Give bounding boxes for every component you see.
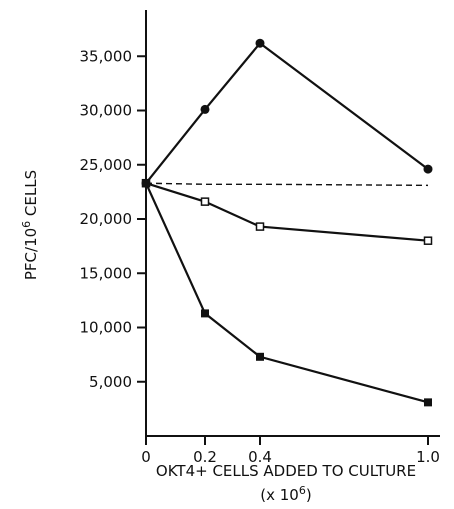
x-ticks: 0 0.2 0.4 1.0 bbox=[141, 436, 440, 466]
y-tick-label: 20,000 bbox=[80, 210, 133, 228]
y-tick-label: 30,000 bbox=[80, 102, 133, 120]
x-tick-label: 0.2 bbox=[193, 448, 217, 466]
y-axis-title-text: PFC/10 bbox=[22, 228, 40, 280]
data-point-circle bbox=[255, 38, 265, 48]
baseline-dashed-line bbox=[145, 182, 429, 187]
x-axis: 0 0.2 0.4 1.0 bbox=[141, 435, 440, 466]
data-point-open-square bbox=[255, 222, 265, 231]
y-tick-label: 25,000 bbox=[80, 156, 133, 174]
series-4 bbox=[145, 182, 429, 187]
y-tick-label: 15,000 bbox=[80, 264, 133, 282]
x-axis-title-line2-text: (x 10 bbox=[260, 486, 299, 504]
data-point-open-square bbox=[423, 236, 433, 245]
data-point-open-square bbox=[200, 197, 210, 206]
series-2 bbox=[141, 178, 433, 245]
series-line bbox=[145, 182, 429, 242]
x-axis-title-line2: (x 106) bbox=[260, 484, 311, 504]
series-layer bbox=[141, 38, 433, 407]
y-tick-label: 5,000 bbox=[89, 373, 132, 391]
series-3 bbox=[142, 179, 432, 407]
x-tick-label: 0 bbox=[141, 448, 151, 466]
x-axis-title-line2-end: ) bbox=[306, 486, 312, 504]
series-line bbox=[144, 182, 429, 404]
data-point-filled-square bbox=[424, 398, 432, 407]
x-axis-title: OKT4+ CELLS ADDED TO CULTURE bbox=[156, 462, 416, 480]
data-point-filled-square bbox=[201, 309, 209, 318]
series-line bbox=[145, 41, 429, 184]
data-point-circle bbox=[423, 164, 433, 174]
y-ticks: 5,000 10,000 15,000 20,000 25,000 30,000 35,00… bbox=[80, 47, 146, 391]
data-point-filled-square bbox=[256, 352, 264, 361]
y-axis: 5,000 10,000 15,000 20,000 25,000 30,000 35,00… bbox=[80, 10, 147, 436]
y-tick-label: 10,000 bbox=[80, 319, 133, 337]
y-axis-title: PFC/106 CELLS bbox=[20, 170, 40, 280]
x-tick-label: 0.4 bbox=[248, 448, 272, 466]
x-tick-label: 1.0 bbox=[416, 448, 440, 466]
y-axis-title-end: CELLS bbox=[22, 170, 40, 221]
x-axis-title-line2-exponent: 6 bbox=[299, 484, 306, 497]
series-1 bbox=[141, 38, 433, 188]
y-axis-title-exponent: 6 bbox=[20, 221, 33, 228]
data-point-circle bbox=[200, 104, 210, 114]
y-tick-label: 35,000 bbox=[80, 47, 133, 65]
